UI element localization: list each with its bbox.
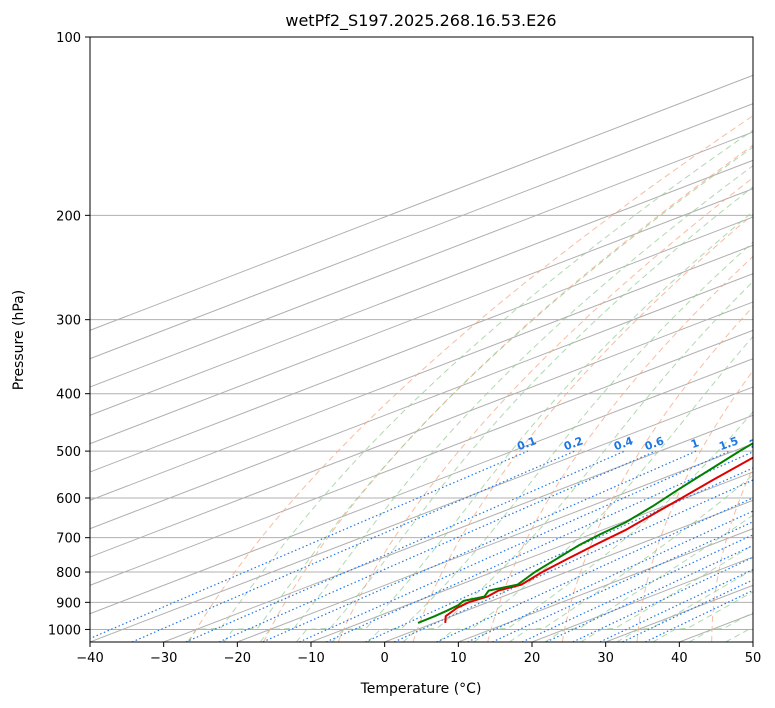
moist-adiabat-line bbox=[616, 569, 753, 642]
y-tick-label: 600 bbox=[56, 492, 81, 507]
mixing-ratio-line bbox=[546, 544, 753, 642]
mixing-ratio-label: 0.4 bbox=[612, 434, 635, 453]
moist-adiabat-line bbox=[367, 241, 753, 642]
mixing-ratio-line bbox=[131, 450, 575, 642]
dry-adiabat-line bbox=[263, 144, 753, 642]
dry-adiabat-line bbox=[188, 115, 753, 642]
background-lines bbox=[90, 37, 753, 642]
dry-adiabat-line bbox=[711, 466, 753, 642]
isotherm-line bbox=[90, 159, 753, 416]
moist-adiabat-line bbox=[186, 129, 753, 642]
dry-adiabat-line bbox=[561, 305, 753, 642]
isotherm-line bbox=[90, 301, 753, 558]
moist-adiabat-line bbox=[331, 211, 753, 642]
isotherm-line bbox=[90, 216, 753, 473]
dry-adiabat-line bbox=[412, 213, 753, 642]
x-tick-label: −30 bbox=[150, 651, 177, 666]
isotherm-line bbox=[90, 131, 753, 388]
y-tick-label: 500 bbox=[56, 445, 81, 460]
profile-lines bbox=[417, 442, 753, 624]
isotherm-line bbox=[310, 471, 753, 642]
isotherm-line bbox=[163, 414, 753, 642]
isotherm-line bbox=[384, 499, 753, 642]
isotherm-line bbox=[90, 273, 753, 530]
dry-adiabat-line bbox=[487, 255, 753, 642]
mixing-ratio-label: 0.2 bbox=[562, 434, 585, 453]
mixing-ratio-label: 1 bbox=[689, 436, 701, 451]
isotherm-line bbox=[90, 103, 753, 360]
moist-adiabat-line bbox=[295, 186, 753, 642]
x-tick-label: 20 bbox=[524, 651, 541, 666]
isotherm-line bbox=[458, 528, 753, 642]
mixing-ratio-line bbox=[467, 510, 753, 642]
isotherm-line bbox=[90, 244, 753, 501]
x-tick-label: 50 bbox=[745, 651, 762, 666]
isotherm-line bbox=[90, 358, 753, 615]
plot-frame bbox=[89, 36, 754, 643]
mixing-ratio-label: 1.5 bbox=[717, 434, 740, 453]
x-axis-title: Temperature (°C) bbox=[360, 681, 482, 697]
y-axis-title: Pressure (hPa) bbox=[11, 290, 27, 390]
mixing-ratio-label: 0.6 bbox=[643, 434, 666, 453]
mixing-ratio-line bbox=[521, 534, 753, 642]
y-tick-label: 400 bbox=[56, 388, 81, 403]
x-tick-label: 10 bbox=[450, 651, 467, 666]
mixing-ratio-line bbox=[325, 451, 753, 642]
x-tick-label: −20 bbox=[224, 651, 251, 666]
moist-adiabat-line bbox=[544, 514, 753, 642]
y-tick-label: 1000 bbox=[48, 623, 81, 638]
mixing-ratio-line bbox=[365, 467, 753, 642]
chart-title: wetPf2_S197.2025.268.16.53.E26 bbox=[285, 11, 556, 31]
moist-adiabat-line bbox=[259, 165, 753, 642]
y-tick-label: 900 bbox=[56, 596, 81, 611]
mixing-ratio-label: 0.1 bbox=[515, 434, 538, 453]
isotherm-line bbox=[90, 329, 753, 586]
x-tick-label: 40 bbox=[671, 651, 688, 666]
moist-adiabat-line bbox=[438, 335, 753, 642]
mixing-ratio-line bbox=[436, 497, 753, 642]
isotherm-line bbox=[90, 74, 753, 331]
dry-adiabat-line bbox=[337, 177, 753, 642]
moist-adiabat-line bbox=[580, 544, 753, 642]
mixing-ratio-line bbox=[298, 450, 731, 642]
y-tick-label: 800 bbox=[56, 566, 81, 581]
isotherm-line bbox=[90, 386, 753, 642]
dewpoint-profile-line bbox=[417, 442, 753, 624]
x-tick-label: −10 bbox=[297, 651, 324, 666]
isotherm-line bbox=[237, 443, 753, 642]
x-tick-label: −40 bbox=[76, 651, 103, 666]
x-tick-label: 30 bbox=[597, 651, 614, 666]
axis-ticks: −40 −30 −20 −10 0 10 20 30 40 50 1000 900 800 700 600 5… bbox=[48, 31, 761, 666]
mixing-ratio-line bbox=[262, 450, 697, 642]
moist-adiabat-line bbox=[223, 146, 753, 642]
mixing-ratio-line bbox=[218, 450, 656, 642]
y-tick-label: 200 bbox=[56, 209, 81, 224]
isotherm-line bbox=[90, 188, 753, 445]
y-tick-label: 300 bbox=[56, 314, 81, 329]
x-tick-label: 0 bbox=[381, 651, 389, 666]
y-tick-label: 700 bbox=[56, 532, 81, 547]
y-tick-label: 100 bbox=[56, 31, 81, 46]
